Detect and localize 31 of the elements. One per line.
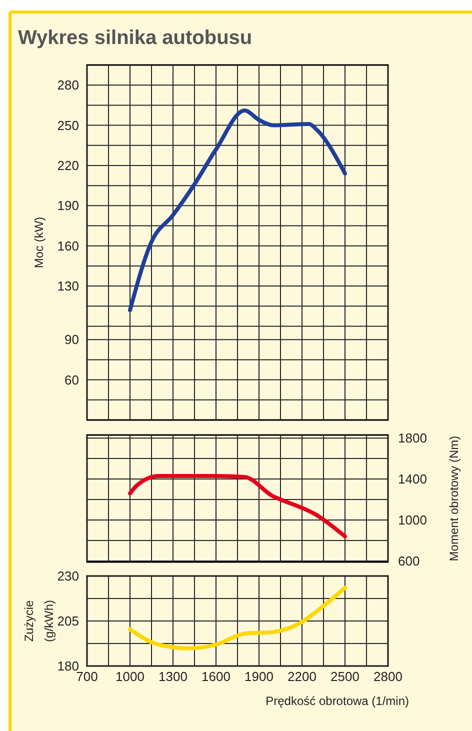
chart-title: Wykres silnika autobusu	[18, 27, 252, 49]
x-axis-title: Prędkość obrotowa (1/min)	[266, 694, 410, 708]
line-series	[128, 586, 347, 650]
y-tick-label: 1000	[398, 512, 427, 528]
y-axis-title: Moment obrotowy (Nm)	[447, 436, 461, 562]
y-tick-label: 60	[64, 372, 79, 388]
y-tick-label: 205	[57, 614, 79, 629]
y-tick-label: 180	[57, 658, 79, 674]
x-tick-label: 1600	[202, 669, 230, 684]
y-tick-label: 160	[57, 238, 79, 254]
y-tick-label: 190	[57, 198, 79, 214]
x-tick-label: 2800	[374, 669, 402, 684]
y-tick-label: 90	[64, 332, 79, 348]
x-tick-label: 2500	[330, 669, 360, 684]
x-tick-label: 700	[76, 669, 98, 684]
y-tick-label: 250	[57, 118, 79, 133]
line-series	[128, 108, 347, 312]
y-tick-label: 280	[57, 78, 79, 93]
y-axis-title: Zużycie (g/kWh)	[22, 600, 56, 642]
y-tick-label: 130	[57, 278, 79, 294]
x-tick-label: 1300	[158, 669, 188, 684]
y-tick-label: 1400	[398, 472, 427, 487]
y-tick-label: 220	[57, 158, 79, 174]
y-tick-label: 600	[398, 554, 420, 569]
x-tick-label: 1900	[244, 669, 274, 684]
y-axis-title: Moc (kW)	[32, 216, 46, 268]
y-tick-label: 1800	[398, 430, 427, 446]
line-series	[128, 474, 347, 538]
y-tick-label: 230	[57, 568, 79, 584]
x-tick-label: 2200	[288, 669, 316, 684]
x-tick-label: 1000	[116, 669, 144, 684]
